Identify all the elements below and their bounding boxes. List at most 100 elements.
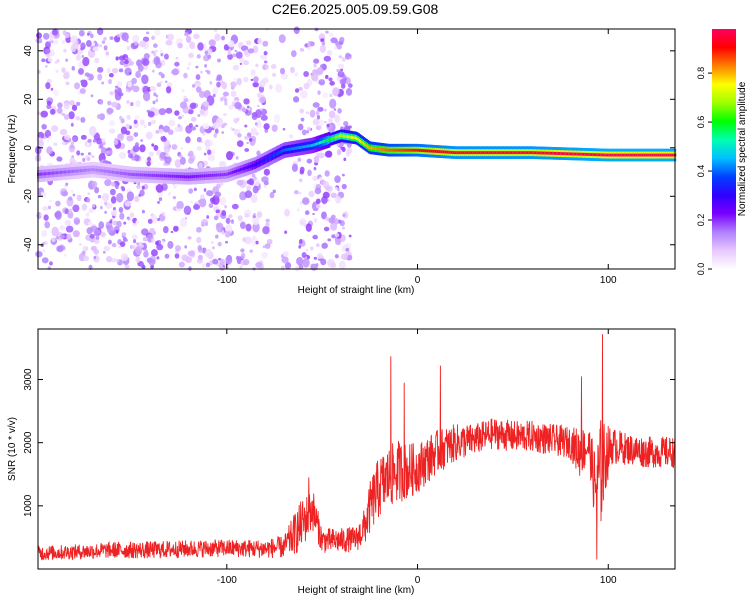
spectrogram-signal-core	[209, 174, 212, 177]
spectrogram-noise-speck	[301, 129, 307, 136]
spectrogram-noise-speck	[80, 134, 87, 140]
spectrogram-noise-speck	[324, 170, 330, 177]
spectrogram-noise-speck	[139, 144, 146, 153]
spectrogram-noise-speck	[244, 135, 250, 140]
spectrogram-signal-core	[612, 153, 615, 157]
spectrogram-noise-speck	[244, 190, 253, 199]
spectrogram-noise-speck	[213, 215, 219, 221]
spectrogram-noise-speck	[99, 43, 103, 48]
spectrogram-noise-speck	[199, 90, 206, 99]
spectrogram-noise-speck	[265, 64, 269, 70]
spectrogram-noise-speck	[158, 197, 163, 202]
spectrogram-signal-core	[656, 153, 659, 157]
spectrogram-noise-speck	[110, 181, 116, 187]
spectrogram-noise-speck	[338, 260, 346, 270]
spectrogram-noise-speck	[227, 50, 232, 56]
spectrogram-noise-speck	[345, 88, 353, 96]
spectrogram-noise-speck	[319, 176, 323, 181]
spectrogram-noise-speck	[244, 236, 252, 245]
spectrogram-noise-speck	[54, 210, 62, 221]
spectrogram-noise-speck	[322, 181, 330, 189]
spectrogram-noise-speck	[110, 196, 117, 204]
spectrogram-signal-core	[457, 151, 460, 155]
spectrogram-noise-speck	[293, 26, 300, 34]
spectrogram-noise-speck	[261, 176, 269, 183]
spectrogram-noise-speck	[240, 248, 245, 253]
spectrogram-noise-speck	[321, 211, 327, 220]
spectrogram-noise-speck	[178, 208, 182, 212]
spectrogram-noise-speck	[141, 264, 146, 270]
spectrogram-signal-core	[370, 146, 374, 150]
spectrogram-noise-speck	[135, 256, 141, 263]
spectrogram-noise-speck	[315, 125, 322, 131]
spectrogram-signal-core	[526, 151, 530, 155]
spectrogram-signal-core	[69, 170, 72, 174]
spectrogram-noise-speck	[231, 203, 239, 210]
spectrogram-signal-core	[345, 135, 348, 138]
spectrogram-signal-core	[243, 166, 247, 170]
spectrogram-noise-speck	[312, 234, 318, 240]
spectrogram-signal-core	[458, 151, 462, 155]
spectrogram-noise-speck	[188, 99, 192, 103]
spectrogram-signal-core	[95, 168, 99, 172]
spectrogram-noise-speck	[86, 197, 91, 203]
spectrogram-noise-speck	[80, 152, 84, 156]
spectrogram-noise-speck	[120, 253, 129, 262]
spectrogram-noise-speck	[243, 258, 250, 266]
spectrogram-signal-core	[127, 172, 131, 176]
spectrogram-signal-core	[473, 151, 476, 155]
spectrogram-signal-core	[444, 150, 447, 154]
spectrogram-signal-core	[563, 152, 566, 156]
spectrogram-signal-core	[94, 168, 97, 172]
spectrogram-signal-core	[572, 152, 575, 156]
spectrogram-signal-core	[558, 152, 562, 155]
spectrogram-noise-speck	[305, 223, 312, 232]
spectrogram-noise-speck	[190, 126, 197, 131]
spectrogram-signal-core	[318, 141, 322, 145]
spectrogram-noise-speck	[137, 181, 141, 186]
spectrogram-signal-core	[509, 151, 513, 155]
spectrogram-signal-core	[231, 170, 235, 174]
spectrogram-noise-speck	[343, 121, 349, 127]
spectrogram-signal-core	[47, 172, 51, 175]
spectrogram-noise-speck	[42, 249, 46, 253]
spectrogram-noise-speck	[63, 48, 68, 53]
spectrogram-signal-core	[358, 138, 362, 142]
spectrogram-noise-speck	[255, 261, 263, 268]
spectrogram-axes: -100 0 100 -40 -20 0 20 40	[23, 29, 675, 286]
spectrogram-signal-core	[405, 148, 408, 152]
spectrogram-noise-speck	[187, 61, 192, 67]
spectrogram-noise-speck	[236, 77, 242, 86]
spectrogram-signal-core	[191, 175, 195, 179]
spectrogram-y-axis-label: Frequency (Hz)	[7, 115, 18, 184]
spectrogram-noise-speck	[118, 206, 124, 213]
spectrogram-signal-core	[286, 148, 290, 152]
spectrogram-signal-core	[302, 145, 306, 149]
spectrogram-noise-speck	[273, 114, 281, 124]
spectrogram-signal-core	[664, 153, 667, 157]
spectrogram-noise-speck	[94, 239, 100, 245]
spectrogram-noise-speck	[345, 79, 351, 84]
spectrogram-signal-core	[607, 153, 610, 157]
spectrogram-noise-speck	[311, 71, 319, 82]
spectrogram-noise-speck	[129, 212, 135, 218]
spectrogram-signal-core	[424, 149, 427, 153]
spectrogram-noise-speck	[195, 74, 201, 81]
spectrogram-noise-speck	[294, 72, 299, 77]
spectrogram-noise-speck	[202, 122, 210, 130]
spectrogram-noise-speck	[107, 100, 112, 106]
spectrogram-signal-core	[179, 175, 183, 179]
spectrogram-noise-speck	[197, 114, 201, 117]
spectrogram-noise-speck	[200, 218, 209, 227]
spectrogram-signal-core	[663, 153, 666, 157]
spectrogram-noise-speck	[237, 133, 242, 138]
spectrogram-noise-speck	[155, 98, 159, 103]
spectrogram-noise-speck	[307, 43, 311, 48]
spectrogram-noise-speck	[318, 119, 325, 127]
spectrogram-noise-speck	[59, 225, 66, 231]
spectrogram-noise-speck	[113, 207, 116, 211]
spectrogram-noise-speck	[190, 116, 197, 122]
spectrogram-noise-speck	[223, 113, 227, 117]
spectrogram-signal-core	[137, 173, 140, 177]
spectrogram-signal-core	[49, 171, 52, 175]
